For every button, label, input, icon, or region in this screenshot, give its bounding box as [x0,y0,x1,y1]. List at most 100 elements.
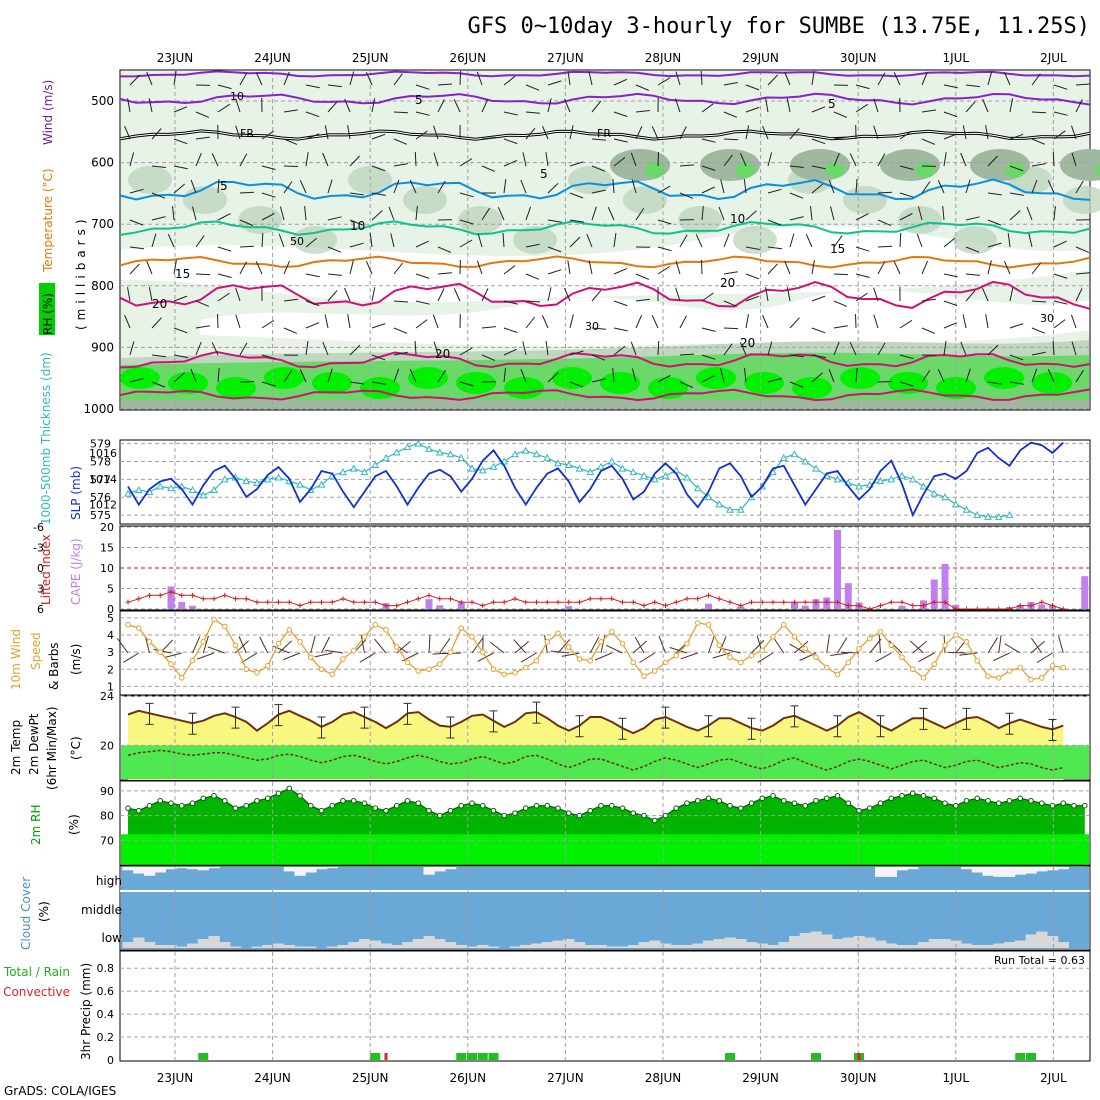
wind-barb [675,287,681,302]
wind-barb [349,192,364,196]
wind-barb [987,381,1002,385]
top-date-label: 1JUL [942,51,969,65]
wind-barb [720,179,725,194]
wind-barb [743,179,747,194]
wind-barb [525,127,536,140]
wind-barb [235,98,241,113]
thickness-point [371,460,380,469]
wind-barb [701,138,716,143]
wind-barb [520,368,527,383]
wind-barb [789,233,795,248]
wind-barb [631,179,637,194]
wind10-speed-point [1060,664,1067,671]
wind-barb [960,341,967,356]
thickness-tick: 577 [90,473,111,486]
low-cloud-bar [369,940,381,948]
wind-barb [635,273,650,280]
rh2m-point [866,805,873,811]
high-cloud-bar [1047,867,1059,871]
wind-barb [789,192,804,199]
wind-barb [481,165,496,172]
wind-barb [1003,71,1011,86]
rh2m-point [436,812,443,819]
thickness-point [779,453,788,461]
wind-barb [503,179,507,194]
wind-barb [855,213,869,221]
wind-barb [965,84,980,88]
freezing-level-inner [119,130,1091,140]
rh2m-point [909,790,916,797]
low-cloud-bar [1004,942,1016,948]
rh-patch [458,206,502,234]
cloud-content: high middle low [81,867,1090,949]
wind-barb [833,300,848,307]
rh2m-point [1038,800,1045,807]
high-cloud-bar [133,867,145,874]
low-cloud-bar [670,945,682,948]
wind-barb [723,154,733,167]
wind-barb [124,125,131,140]
wind-barb [833,111,848,118]
wind10-speed-point [899,654,905,661]
wind-barb [327,179,333,194]
wind-barb [393,138,408,145]
temp-20-contour [119,280,1091,310]
rh2m-point [329,802,336,809]
wind-barb [985,314,989,329]
low-cloud-bar [584,945,596,948]
high-cloud-bar [154,867,166,873]
wind-barb [547,246,562,253]
wind-barb [701,206,704,221]
rh-patch [953,226,997,254]
rh2m-point [630,810,637,816]
wind-barb [811,372,823,383]
wind-barb [459,219,474,225]
li-point [931,599,937,605]
cape-bar [834,529,841,609]
wind10-speed-point [963,639,970,645]
wind10-speed-point [694,620,701,626]
li-point [147,592,152,598]
low-cloud-bar [552,940,564,948]
wind-barb [987,71,993,86]
wind10-speed-point [565,644,572,650]
li-point [759,599,765,605]
wind-barb [739,152,747,167]
li-tick: -6 [33,521,44,534]
wind10-speed-point [1049,663,1056,669]
wind-barb [613,345,626,356]
millibars-label: (millibars) [74,214,88,330]
bottom-date-label: 28JUN [645,1071,682,1085]
temp2m-content: 24 20 [100,690,1090,780]
wind-barb [789,317,800,329]
wind-barb [745,210,757,221]
wind10-barb [514,641,530,654]
precip-total-bar [198,1053,209,1060]
wind-barb [745,246,760,250]
low-cloud-bar [208,936,220,948]
rh-axis-label: RH (%) [41,293,55,335]
wind-barb [745,84,760,91]
rh2m-point [694,797,701,804]
wind-barb [503,75,516,86]
wind10-speed-point [555,630,561,637]
wind10-barb [374,638,387,654]
thickness-point [435,448,444,456]
low-cloud-bar [165,945,177,948]
rh2m-label-b: (%) [67,814,81,835]
wind-barb [789,128,800,140]
wind-barb [765,98,769,113]
rh2m-point [146,802,153,809]
temp-15-label: 15 [175,267,190,281]
wind-barb [393,111,409,114]
rh-moist-cell [915,162,935,178]
wind-barb [211,153,219,167]
wind10-tick: 1 [107,680,114,693]
wind-barb [679,164,695,167]
wind-barb [723,343,733,356]
precip-total-bar [477,1053,488,1060]
temp-minmax-bar [876,715,885,738]
wind10-speed-point [952,632,959,638]
wind-barb [1003,260,1011,275]
low-cloud-bar [273,943,285,948]
